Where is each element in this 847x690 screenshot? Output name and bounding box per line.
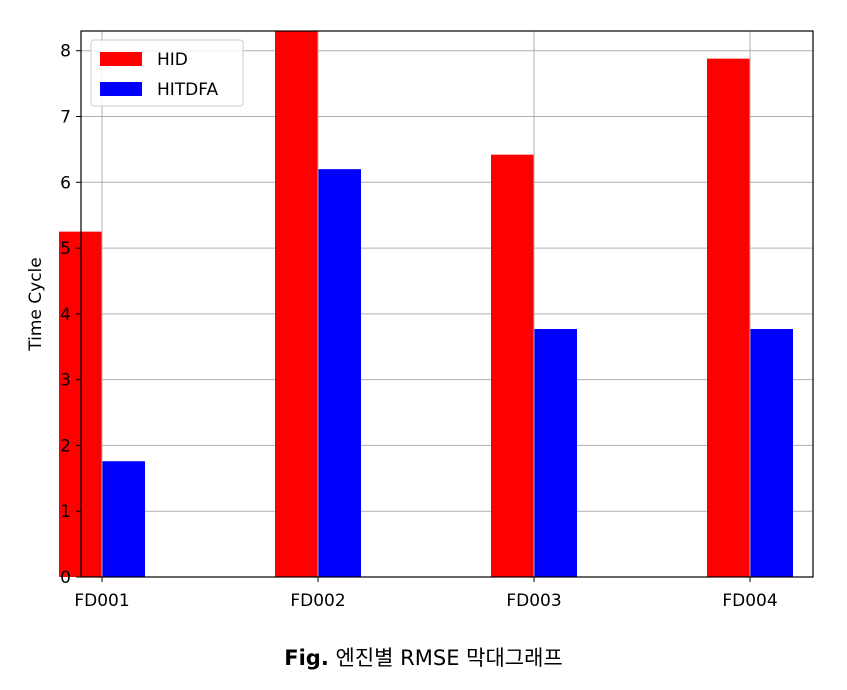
bar-hid-fd004 — [707, 58, 750, 578]
x-tick-label: FD004 — [722, 591, 777, 611]
legend-label-hitdfa: HITDFA — [157, 80, 218, 100]
y-tick-label: 2 — [60, 436, 71, 456]
caption-text: 엔진별 RMSE 막대그래프 — [335, 646, 563, 670]
figure-caption: Fig. 엔진별 RMSE 막대그래프 — [0, 642, 847, 672]
x-tick-label: FD001 — [74, 591, 129, 611]
y-tick-label: 3 — [60, 371, 71, 391]
y-tick-label: 4 — [60, 305, 71, 325]
bar-hid-fd003 — [491, 154, 534, 577]
y-tick-label: 8 — [60, 42, 71, 62]
x-tick-label: FD003 — [506, 591, 561, 611]
y-tick-label: 6 — [60, 173, 71, 193]
x-tick-label: FD002 — [290, 591, 345, 611]
bar-hitdfa-fd001 — [102, 461, 145, 577]
y-tick-label: 1 — [60, 502, 71, 522]
y-tick-label: 0 — [60, 568, 71, 588]
legend-label-hid: HID — [157, 50, 188, 70]
bar-hitdfa-fd003 — [534, 328, 577, 577]
caption-prefix: Fig. — [284, 646, 329, 670]
x-axis: FD001 FD002 FD003 FD004 — [74, 577, 778, 611]
plot-frame — [80, 30, 814, 578]
y-axis: 0 1 2 3 4 5 6 7 8 — [60, 42, 81, 588]
bars — [59, 31, 793, 578]
legend-swatch-hitdfa — [100, 82, 142, 96]
legend: HID HITDFA — [90, 39, 244, 107]
bar-hitdfa-fd004 — [750, 328, 793, 577]
bar-chart: 0 1 2 3 4 5 6 7 8 FD001 FD002 FD003 FD004 Time Cycl… — [26, 30, 814, 611]
bar-hid-fd002 — [275, 31, 318, 577]
grid — [81, 50, 813, 578]
y-tick-label: 7 — [60, 108, 71, 128]
legend-swatch-hid — [100, 52, 142, 66]
y-axis-title: Time Cycle — [26, 257, 46, 351]
bar-hitdfa-fd002 — [318, 169, 361, 577]
y-tick-label: 5 — [60, 239, 71, 259]
